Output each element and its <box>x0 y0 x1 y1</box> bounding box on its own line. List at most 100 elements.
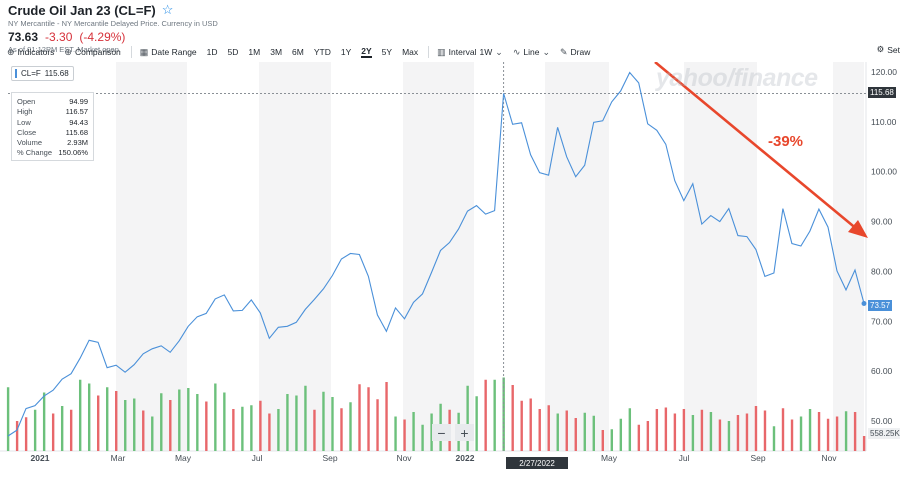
volume-bar <box>673 413 677 451</box>
range-ytd[interactable]: YTD <box>313 47 331 57</box>
volume-bar <box>754 406 758 451</box>
x-tick-label: 2021 <box>31 453 50 463</box>
volume-bar <box>619 418 623 451</box>
volume-bar <box>403 419 406 451</box>
volume-bar <box>718 419 722 451</box>
volume-bar <box>799 416 803 451</box>
price-line <box>7 71 865 437</box>
volume-bar <box>763 410 767 451</box>
volume-bar <box>6 387 10 451</box>
volume-bar <box>610 429 614 451</box>
candle-icon: ▥ <box>437 46 446 57</box>
range-6m[interactable]: 6M <box>292 47 304 57</box>
tooltip-value: 115.68 <box>65 127 88 137</box>
volume-bar <box>844 411 848 451</box>
series-color-swatch <box>15 69 17 78</box>
x-tick-label: Sep <box>322 453 337 463</box>
add-circle-icon: ⊕ <box>7 46 15 57</box>
last-point-marker <box>861 301 867 307</box>
range-1d[interactable]: 1D <box>206 47 218 57</box>
month-band <box>684 62 757 451</box>
volume-bar <box>349 402 352 451</box>
date-range-button[interactable]: ▦ Date Range <box>140 47 197 58</box>
range-1m[interactable]: 1M <box>248 47 261 57</box>
quote-header: Crude Oil Jan 23 (CL=F) ☆ NY Mercantile … <box>8 2 218 54</box>
volume-bar <box>358 384 361 451</box>
volume-bar <box>87 383 91 451</box>
volume-bar <box>268 413 271 451</box>
range-1y[interactable]: 1Y <box>340 47 352 57</box>
interval-dropdown[interactable]: ▥ Interval 1W ⌄ <box>437 47 503 58</box>
gear-icon: ⚙ <box>876 44 885 54</box>
y-tick-label: 90.00 <box>871 217 893 227</box>
calendar-icon: ▦ <box>139 46 149 57</box>
series-symbol: CL=F <box>21 69 41 78</box>
volume-bar <box>178 389 181 451</box>
indicators-button[interactable]: ⊕ Indicators <box>7 47 54 58</box>
toolbar-divider <box>428 46 430 58</box>
volume-bar <box>223 392 226 451</box>
month-band <box>833 62 864 451</box>
tooltip-key: High <box>17 107 33 117</box>
decline-arrow-line <box>654 62 859 232</box>
chevron-down-icon: ⌄ <box>495 46 503 57</box>
volume-bar <box>862 436 866 451</box>
last-price-tag: 73.57 <box>868 300 893 311</box>
yahoo-finance-watermark: yahoo/finance <box>656 64 818 92</box>
quote-title: Crude Oil Jan 23 (CL=F) <box>8 2 156 18</box>
volume-bar <box>124 400 127 451</box>
volume-bar <box>142 410 145 451</box>
volume-bar <box>15 421 19 451</box>
month-band <box>545 62 609 451</box>
y-tick-label: 70.00 <box>871 316 893 326</box>
volume-bar <box>331 397 334 451</box>
line-type-dropdown[interactable]: ∿ Line ⌄ <box>513 47 550 58</box>
volume-bar <box>385 382 388 451</box>
series-legend-chip[interactable]: CL=F 115.68 <box>11 66 74 81</box>
line-chart-icon: ∿ <box>512 46 521 57</box>
add-circle-icon: ⊕ <box>64 46 72 57</box>
interval-label: Interval <box>448 47 477 57</box>
volume-bar <box>286 394 289 451</box>
price-change-percent: (-4.29%) <box>79 30 126 44</box>
decline-arrow-head <box>848 220 868 238</box>
volume-bar <box>304 385 307 451</box>
volume-bar <box>106 387 109 451</box>
comparison-button[interactable]: ⊕ Comparison <box>64 47 120 58</box>
tooltip-key: Open <box>17 97 36 106</box>
volume-bar <box>808 409 812 451</box>
volume-bar <box>709 412 713 451</box>
range-2y[interactable]: 2Y <box>361 46 372 58</box>
volume-bar <box>232 409 235 451</box>
volume-bar <box>727 421 731 451</box>
zoom-in-button[interactable]: + <box>455 424 474 441</box>
volume-bar <box>421 424 424 451</box>
volume-bar <box>214 383 217 451</box>
price-chart[interactable]: 120.00 110.00 100.00 90.00 80.00 70.00 60.00 50… <box>0 62 900 477</box>
draw-button[interactable]: ✎ Draw <box>560 47 590 58</box>
volume-bar <box>60 406 64 451</box>
volume-bar <box>817 412 821 451</box>
range-5d[interactable]: 5D <box>227 47 239 57</box>
volume-bar <box>430 413 433 451</box>
x-tick-label: Mar <box>111 453 126 463</box>
volume-bar <box>394 416 397 451</box>
volume-bar <box>313 409 316 451</box>
decline-annotation: -39% <box>768 133 804 150</box>
volume-bar <box>484 379 487 451</box>
x-tick-label: Jul <box>252 453 263 463</box>
range-5y[interactable]: 5Y <box>381 47 393 57</box>
volume-bar <box>736 415 740 451</box>
month-band <box>259 62 331 451</box>
volume-bar <box>475 396 478 451</box>
star-icon[interactable]: ☆ <box>161 2 174 17</box>
range-max[interactable]: Max <box>402 47 419 57</box>
range-3m[interactable]: 3M <box>270 47 283 57</box>
draw-label: Draw <box>570 47 591 57</box>
settings-button[interactable]: ⚙ Set <box>877 44 900 55</box>
y-tick-label: 100.00 <box>871 167 897 177</box>
zoom-out-button[interactable]: − <box>432 424 451 441</box>
volume-bar <box>583 412 586 451</box>
volume-bar <box>529 398 532 451</box>
x-tick-label: Jul <box>679 453 690 463</box>
